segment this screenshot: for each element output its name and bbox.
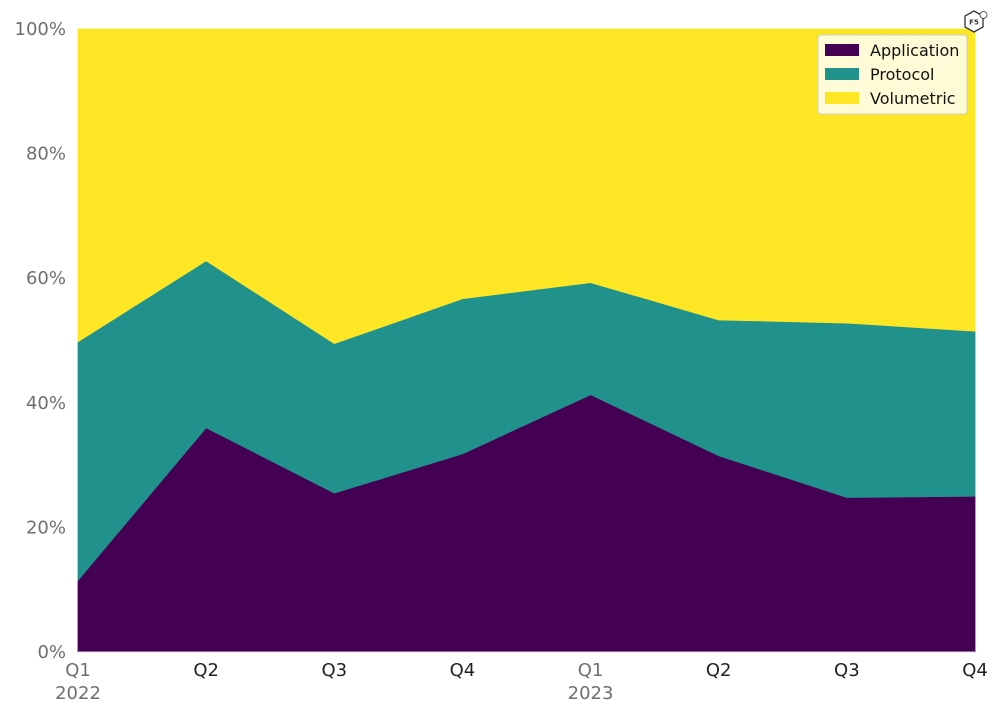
x-tick-label: Q2 bbox=[706, 660, 732, 681]
x-year-label: 2022 bbox=[55, 683, 101, 704]
legend-label-volumetric: Volumetric bbox=[870, 89, 956, 108]
x-tick-label: Q3 bbox=[321, 660, 347, 681]
legend-swatch-volumetric bbox=[825, 92, 859, 104]
x-tick-label: Q1 bbox=[578, 660, 604, 681]
legend-swatch-application bbox=[825, 44, 859, 56]
x-year-label: 2023 bbox=[568, 683, 614, 704]
x-tick-label: Q4 bbox=[962, 660, 988, 681]
y-tick-label: 80% bbox=[26, 144, 66, 165]
y-tick-label: 60% bbox=[26, 268, 66, 289]
x-tick-label: Q2 bbox=[193, 660, 219, 681]
y-tick-label: 0% bbox=[37, 642, 66, 663]
x-tick-label: Q1 bbox=[65, 660, 91, 681]
y-tick-label: 40% bbox=[26, 393, 66, 414]
legend-label-application: Application bbox=[870, 41, 959, 60]
axes: 0% 20% 40% 60% 80% 100% Q1 Q2 Q3 Q4 Q1 Q2 Q3 Q4 2022 20… bbox=[15, 19, 988, 704]
legend-label-protocol: Protocol bbox=[870, 65, 934, 84]
y-tick-label: 20% bbox=[26, 517, 66, 538]
x-tick-label: Q4 bbox=[450, 660, 476, 681]
area-volumetric bbox=[77, 28, 976, 345]
x-tick-label: Q3 bbox=[834, 660, 860, 681]
y-tick-label: 100% bbox=[15, 19, 66, 40]
f5-logo-icon: F5 bbox=[964, 10, 988, 33]
legend: Application Protocol Volumetric bbox=[817, 34, 968, 115]
legend-swatch-protocol bbox=[825, 68, 859, 80]
area-layers bbox=[77, 28, 976, 653]
logo-text: F5 bbox=[969, 19, 979, 27]
